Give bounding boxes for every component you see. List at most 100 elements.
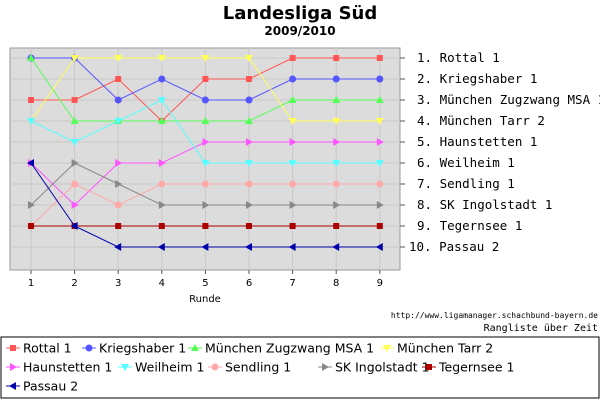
data-point: [158, 159, 166, 167]
data-point: [85, 344, 93, 352]
data-point: [158, 201, 166, 209]
data-point: [288, 243, 296, 251]
legend-item: München Zugzwang MSA 1: [188, 341, 374, 356]
data-point: [28, 97, 34, 103]
rank-label: 7. Sendling 1: [417, 176, 515, 191]
data-point: [71, 201, 79, 209]
chart-subtitle: 2009/2010: [264, 24, 335, 38]
rank-label: 3. München Zugzwang MSA 1: [417, 92, 600, 107]
series: [28, 159, 384, 209]
legend: Rottal 1 Kriegshaber 1 München Zugzwang MS…: [0, 336, 600, 399]
data-point: [70, 117, 79, 124]
x-tick-label: 7: [289, 278, 295, 289]
x-tick-label: 8: [333, 278, 339, 289]
data-point: [114, 96, 122, 104]
legend-item: Weilheim 1: [118, 360, 204, 375]
legend-label: München Tarr 2: [397, 341, 493, 356]
data-point: [289, 223, 296, 229]
data-point: [245, 55, 253, 62]
data-point: [245, 96, 253, 104]
data-point: [376, 223, 383, 229]
data-point: [332, 180, 340, 188]
series: [27, 159, 383, 251]
data-point: [157, 117, 166, 124]
data-point: [245, 243, 252, 251]
data-point: [332, 160, 341, 167]
data-point: [9, 382, 16, 390]
data-point: [289, 75, 297, 83]
rank-label: 10. Passau 2: [409, 239, 499, 254]
legend-item: Tegernsee 1: [422, 360, 515, 375]
data-point: [202, 76, 209, 82]
legend-label: Rottal 1: [23, 341, 72, 356]
data-point: [246, 223, 252, 229]
x-tick-label: 2: [71, 278, 77, 289]
legend-label: Tegernsee 1: [438, 360, 515, 375]
data-point: [333, 201, 341, 209]
plot-area: 1 2 3 4 5 6 7 8 9 Runde 1. Rottal 1 2. Kriegshaber …: [9, 47, 600, 305]
data-point: [332, 118, 341, 125]
data-point: [376, 201, 384, 209]
data-point: [201, 96, 209, 104]
x-tick-label: 6: [246, 278, 252, 289]
data-point: [201, 243, 209, 251]
legend-item: SK Ingolstadt 1: [318, 360, 430, 375]
data-point: [375, 160, 384, 167]
data-point: [191, 344, 199, 351]
data-point: [201, 180, 209, 188]
data-point: [115, 180, 123, 188]
data-point: [201, 160, 210, 167]
data-point: [332, 75, 340, 83]
series: [27, 55, 384, 125]
legend-label: Passau 2: [23, 379, 78, 394]
rank-label: 9. Tegernsee 1: [417, 218, 522, 233]
legend-box: [0, 336, 600, 399]
data-point: [10, 345, 16, 351]
data-point: [114, 201, 122, 209]
data-point: [114, 55, 123, 62]
legend-item: Passau 2: [6, 379, 78, 394]
legend-item: München Tarr 2: [380, 341, 493, 356]
data-point: [27, 118, 35, 125]
legend-label: München Zugzwang MSA 1: [205, 341, 374, 356]
data-point: [114, 118, 123, 125]
caption: Rangliste über Zeit: [484, 323, 598, 334]
data-point: [115, 76, 122, 82]
data-point: [71, 180, 79, 188]
legend-label: Haunstetten 1: [23, 360, 112, 375]
data-point: [27, 54, 35, 61]
data-point: [332, 243, 340, 251]
data-point: [158, 223, 165, 229]
rank-label: 1. Rottal 1: [417, 50, 500, 65]
x-tick-label: 9: [377, 278, 383, 289]
data-point: [158, 75, 166, 83]
rank-label: 2. Kriegshaber 1: [417, 71, 537, 86]
data-point: [376, 55, 383, 61]
data-point: [70, 222, 78, 230]
rank-label: 6. Weilheim 1: [417, 155, 515, 170]
data-point: [211, 363, 219, 371]
series: [27, 54, 384, 124]
data-point: [333, 55, 340, 61]
data-point: [375, 243, 383, 251]
data-point: [376, 75, 384, 83]
data-point: [289, 180, 297, 188]
chart-title: Landesliga Süd: [223, 3, 378, 24]
data-point: [202, 138, 210, 146]
x-tick-label: 3: [115, 278, 121, 289]
data-point: [10, 363, 17, 371]
data-point: [375, 96, 384, 103]
data-point: [70, 55, 79, 62]
data-point: [157, 243, 165, 251]
x-tick-label: 1: [28, 278, 34, 289]
data-point: [289, 201, 297, 209]
data-point: [157, 97, 166, 104]
data-point: [245, 180, 253, 188]
data-point: [27, 159, 34, 167]
data-point: [376, 138, 384, 146]
legend-item: Rottal 1: [6, 341, 72, 356]
data-point: [322, 363, 329, 371]
data-point: [333, 138, 341, 146]
data-point: [202, 201, 210, 209]
